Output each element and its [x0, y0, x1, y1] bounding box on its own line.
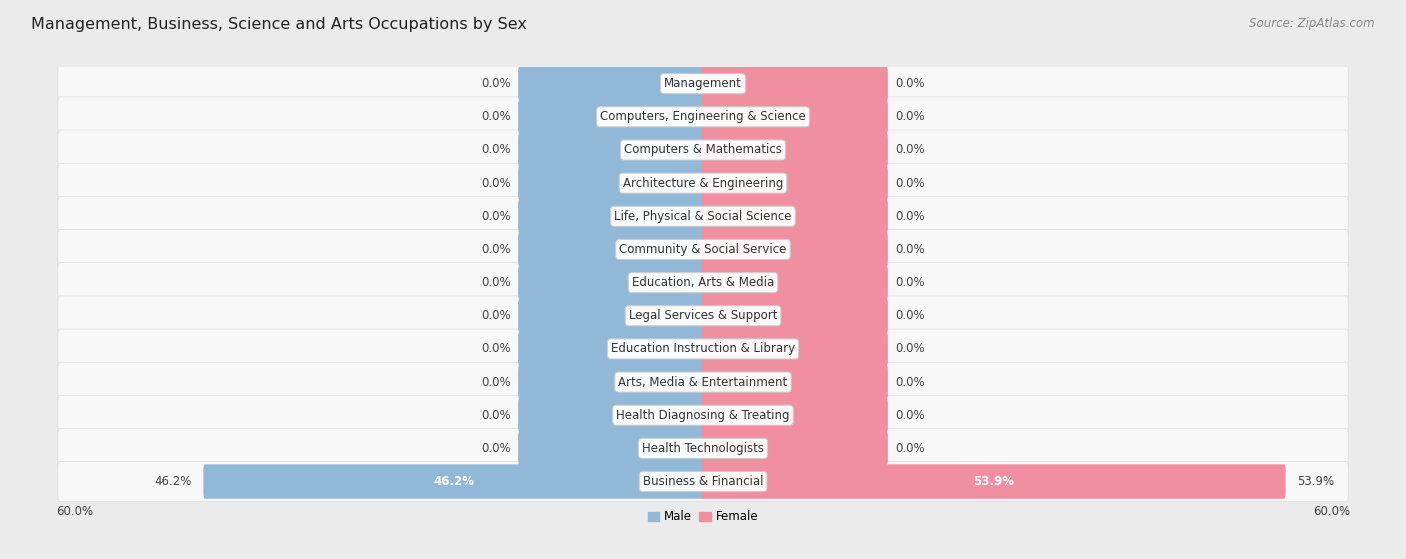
Text: 0.0%: 0.0%	[481, 243, 512, 256]
FancyBboxPatch shape	[519, 266, 704, 300]
FancyBboxPatch shape	[702, 365, 887, 399]
FancyBboxPatch shape	[519, 199, 704, 234]
FancyBboxPatch shape	[702, 232, 887, 267]
Text: 0.0%: 0.0%	[894, 210, 925, 223]
FancyBboxPatch shape	[58, 263, 1348, 302]
FancyBboxPatch shape	[58, 329, 1348, 369]
FancyBboxPatch shape	[519, 299, 704, 333]
Text: 0.0%: 0.0%	[894, 110, 925, 124]
FancyBboxPatch shape	[519, 100, 704, 134]
FancyBboxPatch shape	[58, 362, 1348, 402]
FancyBboxPatch shape	[702, 331, 887, 366]
FancyBboxPatch shape	[58, 196, 1348, 236]
Text: 0.0%: 0.0%	[481, 276, 512, 289]
Text: 0.0%: 0.0%	[894, 144, 925, 157]
Text: Education, Arts & Media: Education, Arts & Media	[631, 276, 775, 289]
FancyBboxPatch shape	[519, 166, 704, 200]
FancyBboxPatch shape	[519, 431, 704, 466]
FancyBboxPatch shape	[702, 398, 887, 433]
Text: Legal Services & Support: Legal Services & Support	[628, 309, 778, 322]
Text: 53.9%: 53.9%	[1296, 475, 1334, 488]
Text: 60.0%: 60.0%	[1313, 505, 1350, 518]
FancyBboxPatch shape	[702, 166, 887, 200]
Text: 0.0%: 0.0%	[481, 110, 512, 124]
Text: Management: Management	[664, 77, 742, 90]
Legend: Male, Female: Male, Female	[648, 510, 758, 523]
Text: Education Instruction & Library: Education Instruction & Library	[612, 343, 794, 356]
FancyBboxPatch shape	[58, 64, 1348, 103]
Text: Source: ZipAtlas.com: Source: ZipAtlas.com	[1250, 17, 1375, 30]
Text: 0.0%: 0.0%	[894, 177, 925, 190]
FancyBboxPatch shape	[702, 465, 1285, 499]
Text: 0.0%: 0.0%	[481, 177, 512, 190]
FancyBboxPatch shape	[702, 67, 887, 101]
FancyBboxPatch shape	[58, 130, 1348, 170]
Text: 0.0%: 0.0%	[481, 409, 512, 421]
FancyBboxPatch shape	[702, 100, 887, 134]
FancyBboxPatch shape	[519, 232, 704, 267]
Text: 53.9%: 53.9%	[973, 475, 1014, 488]
FancyBboxPatch shape	[58, 97, 1348, 137]
Text: 0.0%: 0.0%	[481, 343, 512, 356]
Text: Health Technologists: Health Technologists	[643, 442, 763, 455]
FancyBboxPatch shape	[58, 296, 1348, 335]
FancyBboxPatch shape	[702, 133, 887, 167]
FancyBboxPatch shape	[58, 163, 1348, 203]
FancyBboxPatch shape	[519, 67, 704, 101]
Text: 0.0%: 0.0%	[894, 409, 925, 421]
Text: 0.0%: 0.0%	[894, 343, 925, 356]
FancyBboxPatch shape	[702, 299, 887, 333]
Text: 46.2%: 46.2%	[155, 475, 193, 488]
FancyBboxPatch shape	[519, 331, 704, 366]
FancyBboxPatch shape	[58, 462, 1348, 501]
Text: Health Diagnosing & Treating: Health Diagnosing & Treating	[616, 409, 790, 421]
Text: 60.0%: 60.0%	[56, 505, 93, 518]
FancyBboxPatch shape	[702, 266, 887, 300]
Text: 46.2%: 46.2%	[433, 475, 474, 488]
Text: Architecture & Engineering: Architecture & Engineering	[623, 177, 783, 190]
Text: Computers & Mathematics: Computers & Mathematics	[624, 144, 782, 157]
FancyBboxPatch shape	[58, 395, 1348, 435]
Text: Arts, Media & Entertainment: Arts, Media & Entertainment	[619, 376, 787, 389]
FancyBboxPatch shape	[58, 429, 1348, 468]
Text: 0.0%: 0.0%	[481, 210, 512, 223]
Text: 0.0%: 0.0%	[894, 77, 925, 90]
Text: 0.0%: 0.0%	[894, 243, 925, 256]
FancyBboxPatch shape	[702, 431, 887, 466]
Text: Life, Physical & Social Science: Life, Physical & Social Science	[614, 210, 792, 223]
Text: 0.0%: 0.0%	[894, 276, 925, 289]
Text: 0.0%: 0.0%	[894, 376, 925, 389]
FancyBboxPatch shape	[519, 133, 704, 167]
Text: 0.0%: 0.0%	[894, 442, 925, 455]
Text: 0.0%: 0.0%	[481, 144, 512, 157]
Text: 0.0%: 0.0%	[481, 442, 512, 455]
Text: Computers, Engineering & Science: Computers, Engineering & Science	[600, 110, 806, 124]
Text: 0.0%: 0.0%	[481, 376, 512, 389]
Text: Community & Social Service: Community & Social Service	[619, 243, 787, 256]
Text: 0.0%: 0.0%	[894, 309, 925, 322]
Text: 0.0%: 0.0%	[481, 77, 512, 90]
Text: Business & Financial: Business & Financial	[643, 475, 763, 488]
FancyBboxPatch shape	[58, 230, 1348, 269]
Text: Management, Business, Science and Arts Occupations by Sex: Management, Business, Science and Arts O…	[31, 17, 527, 32]
FancyBboxPatch shape	[204, 465, 704, 499]
FancyBboxPatch shape	[702, 199, 887, 234]
FancyBboxPatch shape	[519, 398, 704, 433]
FancyBboxPatch shape	[519, 365, 704, 399]
Text: 0.0%: 0.0%	[481, 309, 512, 322]
